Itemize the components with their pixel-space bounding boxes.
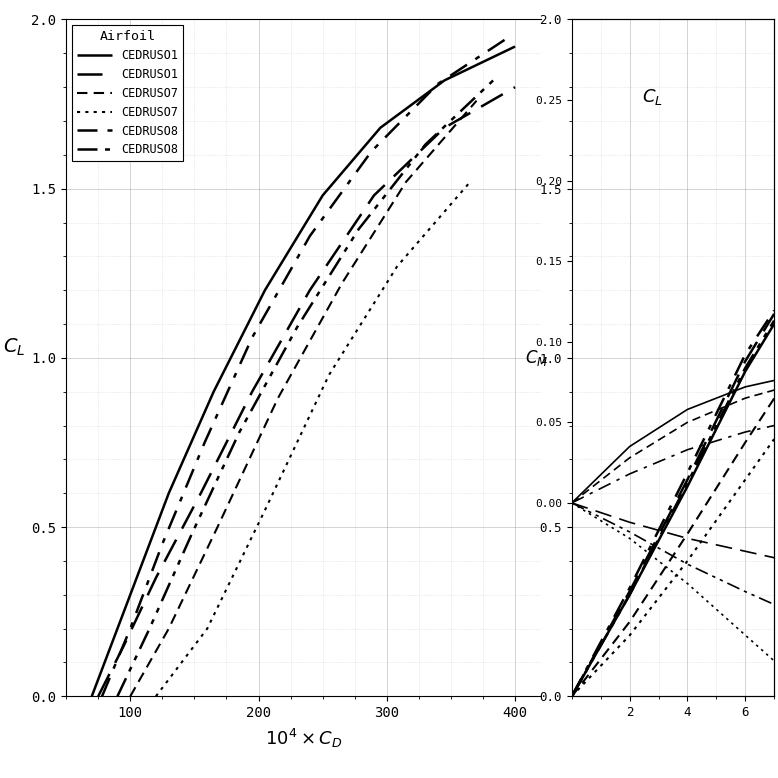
CEDRUSO8 [500, 35, 510, 44]
CEDRUSO7 [392, 262, 401, 272]
CEDRUSO1 [87, 692, 96, 701]
CEDRUSO8 [366, 147, 376, 156]
CEDRUSO7 [261, 506, 270, 515]
CEDRUSO7 [125, 692, 135, 701]
Y-axis label: $C_L$: $C_L$ [3, 337, 26, 358]
CEDRUSO8 [158, 539, 167, 548]
CEDRUSO7 [213, 523, 223, 532]
CEDRUSO1 [209, 387, 219, 397]
CEDRUSO1 [261, 286, 270, 295]
Line: CEDRUSO8: CEDRUSO8 [102, 40, 505, 696]
CEDRUSO8 [145, 624, 154, 633]
CEDRUSO1 [370, 191, 379, 200]
CEDRUSO8 [113, 692, 122, 701]
CEDRUSO8 [200, 438, 209, 447]
CEDRUSO1 [164, 489, 173, 498]
CEDRUSO1 [196, 489, 205, 498]
X-axis label: $10^4 \times C_D$: $10^4 \times C_D$ [265, 727, 342, 750]
CEDRUSO7 [324, 370, 334, 380]
CEDRUSO8 [235, 428, 244, 437]
CEDRUSO1 [93, 692, 103, 701]
CEDRUSO1 [132, 573, 142, 583]
CEDRUSO1 [305, 286, 314, 295]
CEDRUSO7 [273, 394, 282, 403]
CEDRUSO7 [465, 177, 475, 187]
CEDRUSO8 [433, 79, 443, 89]
CEDRUSO8 [187, 529, 197, 538]
CEDRUSO1 [376, 123, 385, 132]
CEDRUSO1 [107, 641, 116, 650]
CEDRUSO1 [318, 191, 328, 200]
CEDRUSO8 [125, 624, 135, 633]
CEDRUSO7 [164, 624, 173, 633]
Line: CEDRUSO8: CEDRUSO8 [117, 80, 493, 696]
CEDRUSO8 [421, 140, 430, 149]
CEDRUSO8 [305, 231, 314, 240]
CEDRUSO8 [97, 692, 107, 701]
CEDRUSO1 [440, 75, 449, 85]
CEDRUSO1 [151, 573, 160, 583]
CEDRUSO1 [440, 123, 449, 132]
CEDRUSO1 [510, 42, 520, 51]
CEDRUSO7 [401, 177, 411, 187]
Text: $C_M$: $C_M$ [525, 348, 548, 368]
Text: $C_L$: $C_L$ [643, 87, 663, 107]
Legend: CEDRUSO1, CEDRUSO1, CEDRUSO7, CEDRUSO7, CEDRUSO8, CEDRUSO8: CEDRUSO1, CEDRUSO1, CEDRUSO7, CEDRUSO7, … [72, 26, 184, 161]
CEDRUSO8 [293, 323, 302, 332]
CEDRUSO7 [337, 279, 346, 288]
CEDRUSO7 [472, 96, 482, 105]
CEDRUSO1 [119, 641, 128, 650]
Line: CEDRUSO7: CEDRUSO7 [130, 100, 477, 696]
CEDRUSO8 [489, 75, 498, 85]
CEDRUSO8 [354, 225, 363, 234]
CEDRUSO7 [202, 624, 212, 633]
Line: CEDRUSO1: CEDRUSO1 [98, 87, 515, 696]
Line: CEDRUSO7: CEDRUSO7 [156, 182, 470, 696]
Line: CEDRUSO1: CEDRUSO1 [92, 47, 515, 696]
CEDRUSO7 [151, 692, 160, 701]
CEDRUSO1 [247, 387, 257, 397]
CEDRUSO8 [247, 333, 257, 342]
CEDRUSO1 [510, 82, 520, 92]
